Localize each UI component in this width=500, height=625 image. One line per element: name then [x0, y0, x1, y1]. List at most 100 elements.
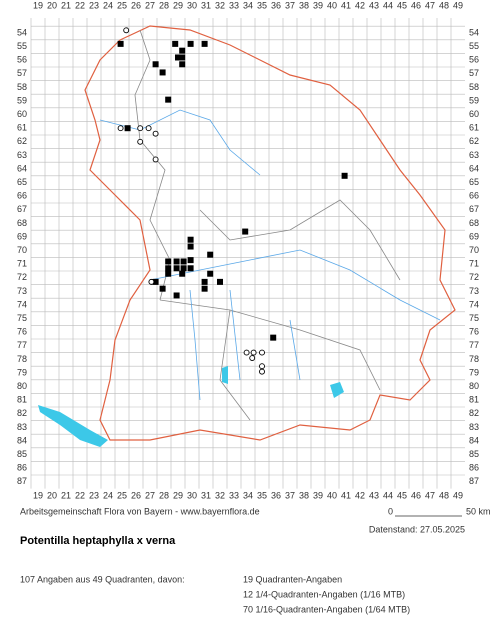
y-label: 61: [17, 123, 27, 133]
x-label: 46: [411, 490, 421, 500]
x-label: 34: [243, 490, 253, 500]
record-square: [159, 285, 166, 292]
record-square: [187, 265, 194, 272]
x-label: 36: [271, 490, 281, 500]
record-square: [180, 258, 187, 265]
record-square: [179, 61, 186, 68]
credit: Arbeitsgemeinschaft Flora von Bayern - w…: [20, 506, 260, 516]
scale-start: 0: [388, 506, 393, 516]
x-label: 34: [243, 0, 253, 10]
y-label: 67: [469, 204, 479, 214]
x-label: 23: [89, 490, 99, 500]
y-label: 72: [469, 272, 479, 282]
x-label: 42: [355, 0, 365, 10]
y-label: 55: [469, 41, 479, 51]
record-circle: [117, 125, 124, 132]
record-circle: [250, 349, 257, 356]
y-label: 57: [17, 68, 27, 78]
record-square: [179, 270, 186, 277]
lake: [330, 382, 344, 398]
y-label: 75: [469, 313, 479, 323]
x-label: 22: [75, 0, 85, 10]
x-label: 47: [425, 0, 435, 10]
x-label: 45: [397, 490, 407, 500]
x-label: 24: [103, 490, 113, 500]
y-label: 68: [17, 218, 27, 228]
x-label: 46: [411, 0, 421, 10]
y-label: 69: [17, 231, 27, 241]
x-label: 45: [397, 0, 407, 10]
record-circle: [259, 363, 265, 370]
record-square: [207, 270, 214, 277]
y-label: 86: [17, 463, 27, 473]
x-label: 19: [33, 490, 43, 500]
record-square: [201, 40, 208, 47]
record-circle: [259, 349, 265, 356]
y-label: 59: [469, 95, 479, 105]
record-square: [172, 40, 179, 47]
y-label: 74: [17, 299, 27, 309]
record-circle: [259, 368, 265, 375]
x-label: 44: [383, 490, 393, 500]
x-label: 30: [187, 490, 197, 500]
x-label: 32: [215, 490, 225, 500]
record-square: [165, 96, 172, 103]
y-label: 81: [17, 395, 27, 405]
y-label: 70: [17, 245, 27, 255]
record-circle: [123, 27, 130, 34]
x-label: 28: [159, 0, 169, 10]
y-label: 65: [17, 177, 27, 187]
record-square: [242, 228, 249, 235]
x-label: 49: [453, 0, 463, 10]
x-label: 44: [383, 0, 393, 10]
record-square: [179, 47, 186, 54]
x-label: 39: [313, 0, 323, 10]
record-circle: [249, 355, 256, 361]
x-label: 43: [369, 0, 379, 10]
record-square: [187, 40, 194, 47]
record-square: [173, 292, 180, 299]
record-square: [117, 40, 124, 47]
y-label: 87: [469, 476, 479, 486]
y-label: 63: [469, 150, 479, 160]
lake: [38, 405, 108, 447]
y-label: 72: [17, 272, 27, 282]
y-label: 58: [469, 82, 479, 92]
y-label: 87: [17, 476, 27, 486]
y-label: 55: [17, 41, 27, 51]
y-label: 56: [469, 55, 479, 65]
y-label: 66: [469, 191, 479, 201]
x-label: 20: [47, 0, 57, 10]
x-label: 24: [103, 0, 113, 10]
x-label: 19: [33, 0, 43, 10]
y-label: 73: [17, 286, 27, 296]
x-label: 29: [173, 490, 183, 500]
summary-total: 107 Angaben aus 49 Quadranten, davon:: [20, 574, 185, 584]
y-label: 76: [17, 327, 27, 337]
y-label: 84: [469, 435, 479, 445]
summary-line: 12 1/4-Quadranten-Angaben (1/16 MTB): [243, 589, 405, 599]
y-label: 64: [469, 163, 479, 173]
x-label: 47: [425, 490, 435, 500]
y-label: 54: [17, 27, 27, 37]
rivers: [99, 109, 441, 401]
record-square: [175, 54, 181, 61]
y-label: 78: [469, 354, 479, 364]
y-label: 79: [17, 367, 27, 377]
y-label: 62: [469, 136, 479, 146]
record-square: [187, 257, 194, 264]
y-label: 63: [17, 150, 27, 160]
summary-line: 19 Quadranten-Angaben: [243, 574, 342, 584]
record-circle: [148, 278, 155, 285]
x-label: 21: [61, 490, 71, 500]
x-label: 26: [131, 0, 141, 10]
y-label: 86: [469, 463, 479, 473]
record-square: [180, 265, 187, 272]
record-square: [207, 251, 214, 258]
x-label: 38: [299, 0, 309, 10]
record-square: [173, 258, 180, 265]
y-label: 69: [469, 231, 479, 241]
y-label: 83: [17, 422, 27, 432]
y-label: 59: [17, 95, 27, 105]
